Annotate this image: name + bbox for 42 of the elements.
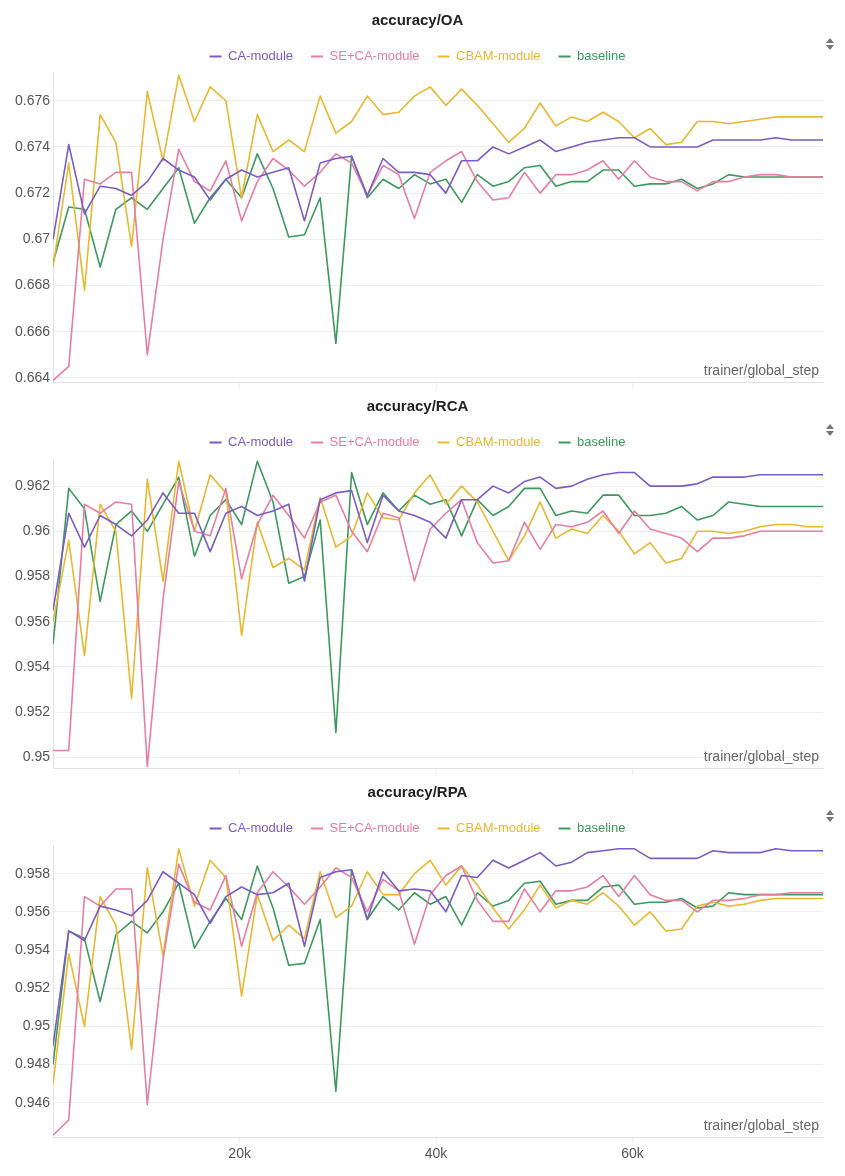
legend-label: CA-module <box>228 820 294 836</box>
legend-label: baseline <box>577 820 626 836</box>
x-tick-label: 20k <box>228 1145 252 1162</box>
legend-label: CBAM-module <box>456 434 541 450</box>
x-axis-title: trainer/global_step <box>703 1117 820 1134</box>
y-tick-label: 0.674 <box>14 137 51 154</box>
legend-label: SE+CA-module <box>329 434 420 450</box>
x-axis-title: trainer/global_step <box>703 748 820 765</box>
legend-label: CBAM-module <box>456 48 541 64</box>
y-tick-label: 0.946 <box>14 1093 51 1110</box>
y-tick-label: 0.948 <box>14 1055 51 1072</box>
legend-label: SE+CA-module <box>329 48 420 64</box>
y-tick-label: 0.958 <box>14 864 51 881</box>
y-tick-label: 0.67 <box>22 230 51 247</box>
legend-label: CA-module <box>228 48 294 64</box>
y-tick-label: 0.952 <box>14 979 51 996</box>
y-tick-label: 0.956 <box>14 902 51 919</box>
y-tick-label: 0.668 <box>14 276 51 293</box>
chart-title: accuracy/OA <box>371 11 464 29</box>
x-tick-label: 40k <box>424 1145 449 1162</box>
y-tick-label: 0.664 <box>14 368 51 385</box>
y-tick-label: 0.956 <box>14 612 51 629</box>
legend-label: baseline <box>577 48 626 64</box>
y-tick-label: 0.962 <box>14 476 51 493</box>
y-tick-label: 0.958 <box>14 567 51 584</box>
legend-label: CA-module <box>228 434 294 450</box>
y-tick-label: 0.676 <box>14 91 51 108</box>
y-tick-label: 0.96 <box>22 522 51 539</box>
x-tick-label: 60k <box>621 1145 645 1162</box>
legend-label: baseline <box>577 434 626 450</box>
legend-label: SE+CA-module <box>329 820 420 836</box>
y-tick-label: 0.672 <box>14 184 51 200</box>
y-tick-label: 0.95 <box>22 1017 51 1034</box>
chart-title: accuracy/RPA <box>367 783 468 801</box>
y-tick-label: 0.954 <box>14 657 51 674</box>
y-tick-label: 0.954 <box>14 940 51 957</box>
y-tick-label: 0.952 <box>14 702 51 719</box>
y-tick-label: 0.95 <box>22 748 51 765</box>
chart-title: accuracy/RCA <box>366 397 469 415</box>
legend-label: CBAM-module <box>456 820 541 836</box>
x-axis-title: trainer/global_step <box>703 362 820 379</box>
y-tick-label: 0.666 <box>14 322 51 339</box>
